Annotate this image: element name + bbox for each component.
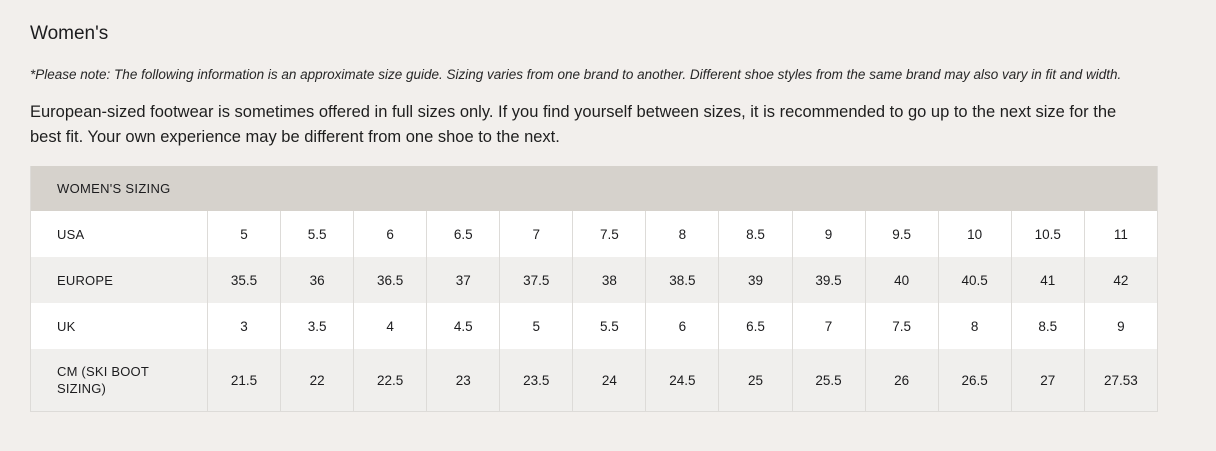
size-cell: 23.5 bbox=[499, 349, 572, 411]
size-cell: 9.5 bbox=[864, 211, 938, 257]
size-cell: 10.5 bbox=[1010, 211, 1084, 257]
size-cell: 24 bbox=[572, 349, 645, 411]
table-header-label: WOMEN'S SIZING bbox=[31, 166, 1157, 211]
size-cell: 36 bbox=[280, 257, 353, 303]
size-cell: 42 bbox=[1083, 257, 1157, 303]
table-row: UK 3 3.5 4 4.5 5 5.5 6 6.5 7 7.5 8 8.5 9 bbox=[31, 303, 1157, 349]
size-cell: 21.5 bbox=[207, 349, 280, 411]
size-cell: 9 bbox=[791, 211, 865, 257]
size-cell: 5 bbox=[499, 303, 572, 349]
size-cell: 3.5 bbox=[280, 303, 353, 349]
size-cell: 40.5 bbox=[937, 257, 1011, 303]
table-header-row: WOMEN'S SIZING bbox=[31, 166, 1157, 211]
size-cell: 5.5 bbox=[280, 211, 353, 257]
row-label: CM (SKI BOOT SIZING) bbox=[57, 364, 149, 396]
size-cell: 40 bbox=[864, 257, 938, 303]
size-cell: 5.5 bbox=[572, 303, 645, 349]
size-cell: 8.5 bbox=[1010, 303, 1084, 349]
row-label: UK bbox=[57, 318, 76, 334]
row-label: USA bbox=[57, 226, 85, 242]
size-cell: 24.5 bbox=[645, 349, 718, 411]
table-head: WOMEN'S SIZING bbox=[31, 166, 1157, 211]
size-cell: 37.5 bbox=[499, 257, 572, 303]
size-guide-note: *Please note: The following information … bbox=[30, 67, 1122, 82]
page-title: Women's bbox=[30, 23, 109, 44]
size-cell: 5 bbox=[207, 211, 280, 257]
size-cell: 7.5 bbox=[864, 303, 938, 349]
size-cell: 38.5 bbox=[645, 257, 718, 303]
size-cell: 23 bbox=[426, 349, 499, 411]
size-cell: 7 bbox=[499, 211, 572, 257]
sizing-table-wrap: WOMEN'S SIZING USA 5 5.5 6 6.5 7 7.5 8 8.5 9 9.5 10… bbox=[30, 166, 1158, 412]
size-cell: 41 bbox=[1010, 257, 1084, 303]
size-cell: 9 bbox=[1083, 303, 1157, 349]
table-row: CM (SKI BOOT SIZING) 21.5 22 22.5 23 23.5 24 24… bbox=[31, 349, 1157, 411]
size-cell: 25 bbox=[718, 349, 791, 411]
size-cell: 3 bbox=[207, 303, 280, 349]
size-cell: 6 bbox=[353, 211, 426, 257]
size-cell: 37 bbox=[426, 257, 499, 303]
size-cell: 26 bbox=[864, 349, 938, 411]
size-cell: 11 bbox=[1083, 211, 1157, 257]
size-cell: 38 bbox=[572, 257, 645, 303]
size-cell: 4 bbox=[353, 303, 426, 349]
table-row: USA 5 5.5 6 6.5 7 7.5 8 8.5 9 9.5 10 10.5 11 bbox=[31, 211, 1157, 257]
size-cell: 22 bbox=[280, 349, 353, 411]
size-cell: 8.5 bbox=[718, 211, 791, 257]
size-guide-description: European-sized footwear is sometimes off… bbox=[30, 103, 1117, 146]
size-cell: 10 bbox=[937, 211, 1011, 257]
size-guide-page: Women's *Please note: The following info… bbox=[30, 23, 1158, 412]
size-cell: 39 bbox=[718, 257, 791, 303]
size-cell: 6.5 bbox=[718, 303, 791, 349]
size-cell: 7.5 bbox=[572, 211, 645, 257]
sizing-table-body: USA 5 5.5 6 6.5 7 7.5 8 8.5 9 9.5 10 10.5 11 EUROPE 35.… bbox=[31, 211, 1157, 411]
size-cell: 6 bbox=[645, 303, 718, 349]
row-label: EUROPE bbox=[57, 272, 114, 288]
size-cell: 39.5 bbox=[791, 257, 865, 303]
size-cell: 26.5 bbox=[937, 349, 1011, 411]
size-cell: 4.5 bbox=[426, 303, 499, 349]
size-cell: 27.53 bbox=[1083, 349, 1157, 411]
size-cell: 36.5 bbox=[353, 257, 426, 303]
size-cell: 22.5 bbox=[353, 349, 426, 411]
size-cell: 7 bbox=[791, 303, 865, 349]
size-cell: 27 bbox=[1010, 349, 1084, 411]
sizing-table: WOMEN'S SIZING USA 5 5.5 6 6.5 7 7.5 8 8.5 9 9.5 10… bbox=[31, 166, 1157, 411]
size-cell: 25.5 bbox=[791, 349, 865, 411]
size-cell: 8 bbox=[937, 303, 1011, 349]
size-cell: 8 bbox=[645, 211, 718, 257]
size-cell: 35.5 bbox=[207, 257, 280, 303]
size-cell: 6.5 bbox=[426, 211, 499, 257]
table-row: EUROPE 35.5 36 36.5 37 37.5 38 38.5 39 39.5 40 40.5… bbox=[31, 257, 1157, 303]
